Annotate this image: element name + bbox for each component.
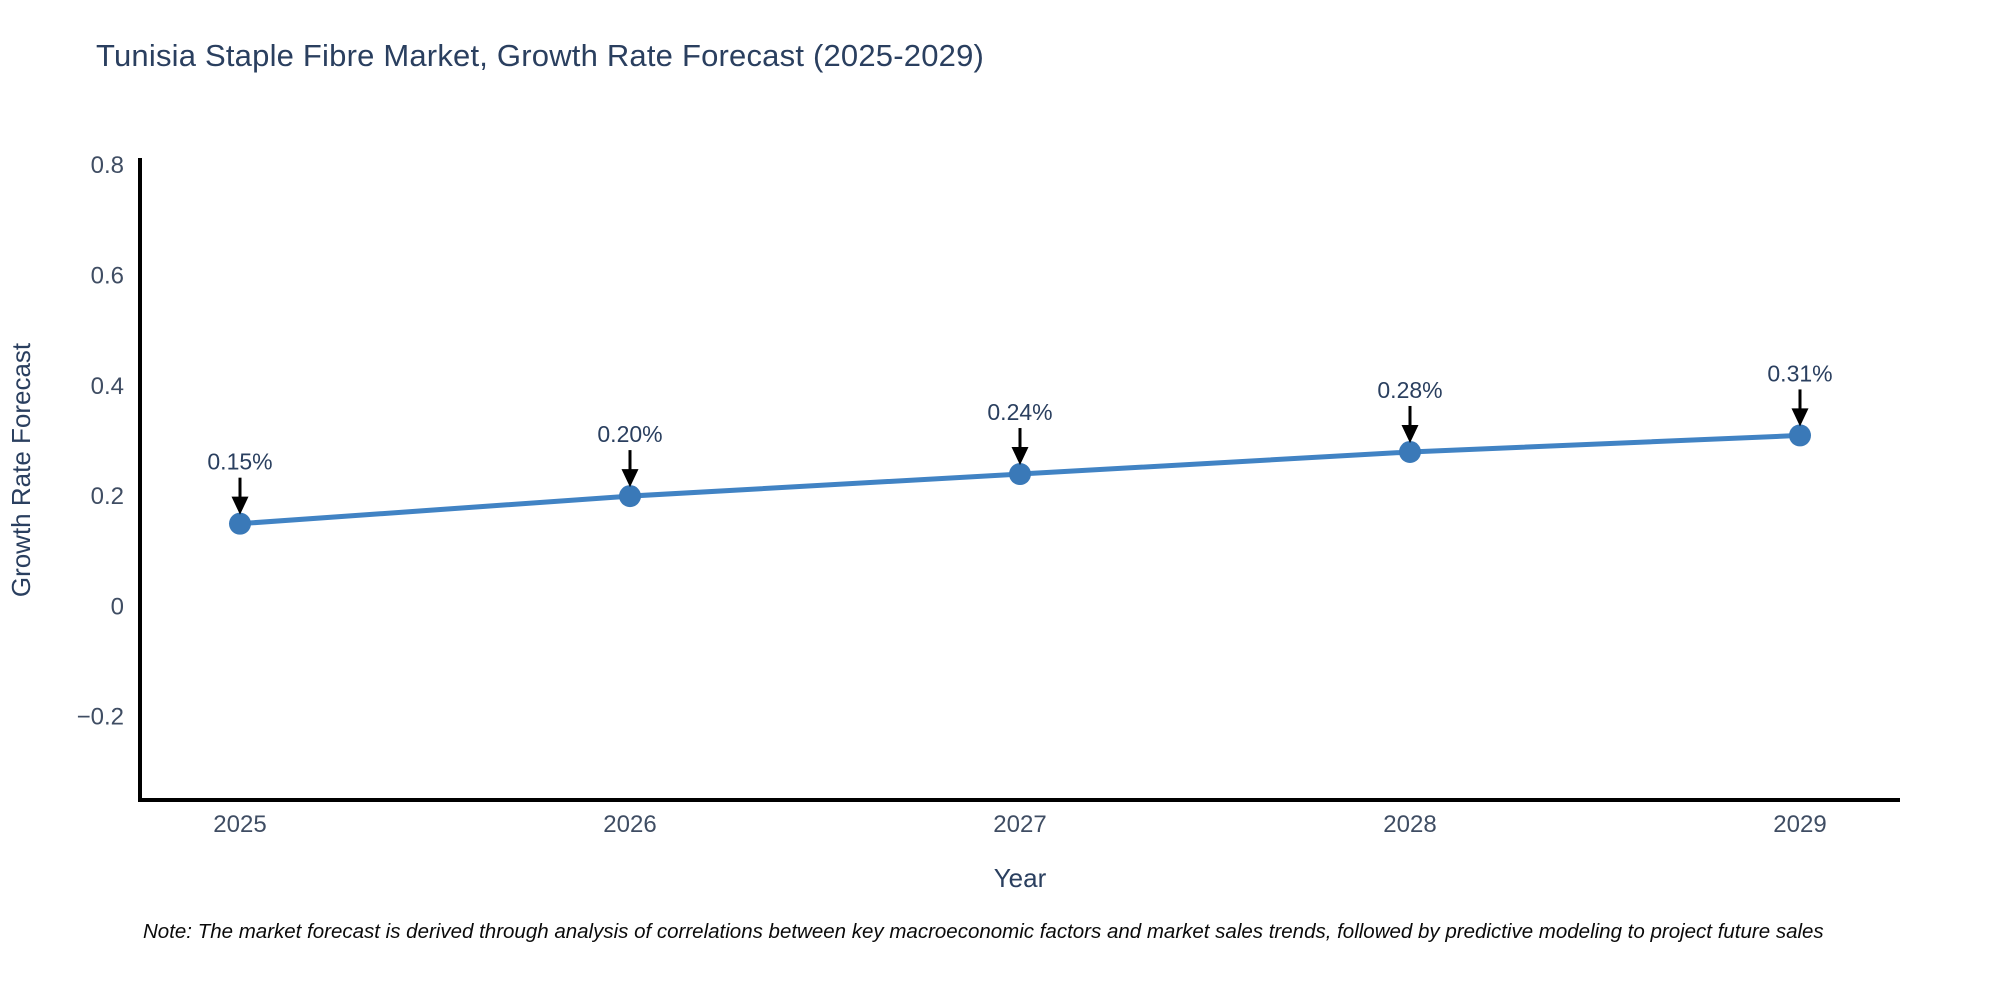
annotation-arrow-head [231, 496, 249, 515]
y-axis-title: Growth Rate Forecast [6, 342, 36, 597]
y-tick-label: 0.8 [91, 152, 124, 179]
chart-title: Tunisia Staple Fibre Market, Growth Rate… [96, 38, 985, 73]
chart-footnote: Note: The market forecast is derived thr… [143, 920, 1824, 943]
annotation-arrow-head [621, 469, 639, 488]
x-axis-title: Year [994, 863, 1047, 893]
x-tick-label: 2027 [993, 811, 1046, 838]
data-point [1789, 424, 1811, 447]
annotation-label: 0.28% [1377, 377, 1442, 403]
annotation-arrow-head [1791, 408, 1809, 427]
data-point [619, 485, 641, 508]
annotation-label: 0.15% [207, 449, 272, 475]
x-tick-label: 2028 [1383, 811, 1436, 838]
y-tick-label: 0.6 [91, 262, 124, 289]
data-point [1399, 440, 1421, 463]
x-tick-label: 2025 [213, 811, 266, 838]
y-tick-label: 0 [111, 593, 124, 620]
x-tick-label: 2026 [603, 811, 656, 838]
annotation-arrow-head [1011, 447, 1029, 466]
annotation-label: 0.24% [987, 399, 1052, 425]
annotation-label: 0.31% [1767, 360, 1832, 386]
annotation-label: 0.20% [597, 421, 662, 447]
y-tick-label: 0.2 [91, 483, 124, 510]
data-point [229, 512, 251, 535]
y-tick-label: −0.2 [77, 704, 124, 731]
data-point [1009, 463, 1031, 486]
y-tick-label: 0.4 [91, 373, 124, 400]
x-tick-label: 2029 [1773, 811, 1826, 838]
annotation-arrow-head [1401, 424, 1419, 443]
